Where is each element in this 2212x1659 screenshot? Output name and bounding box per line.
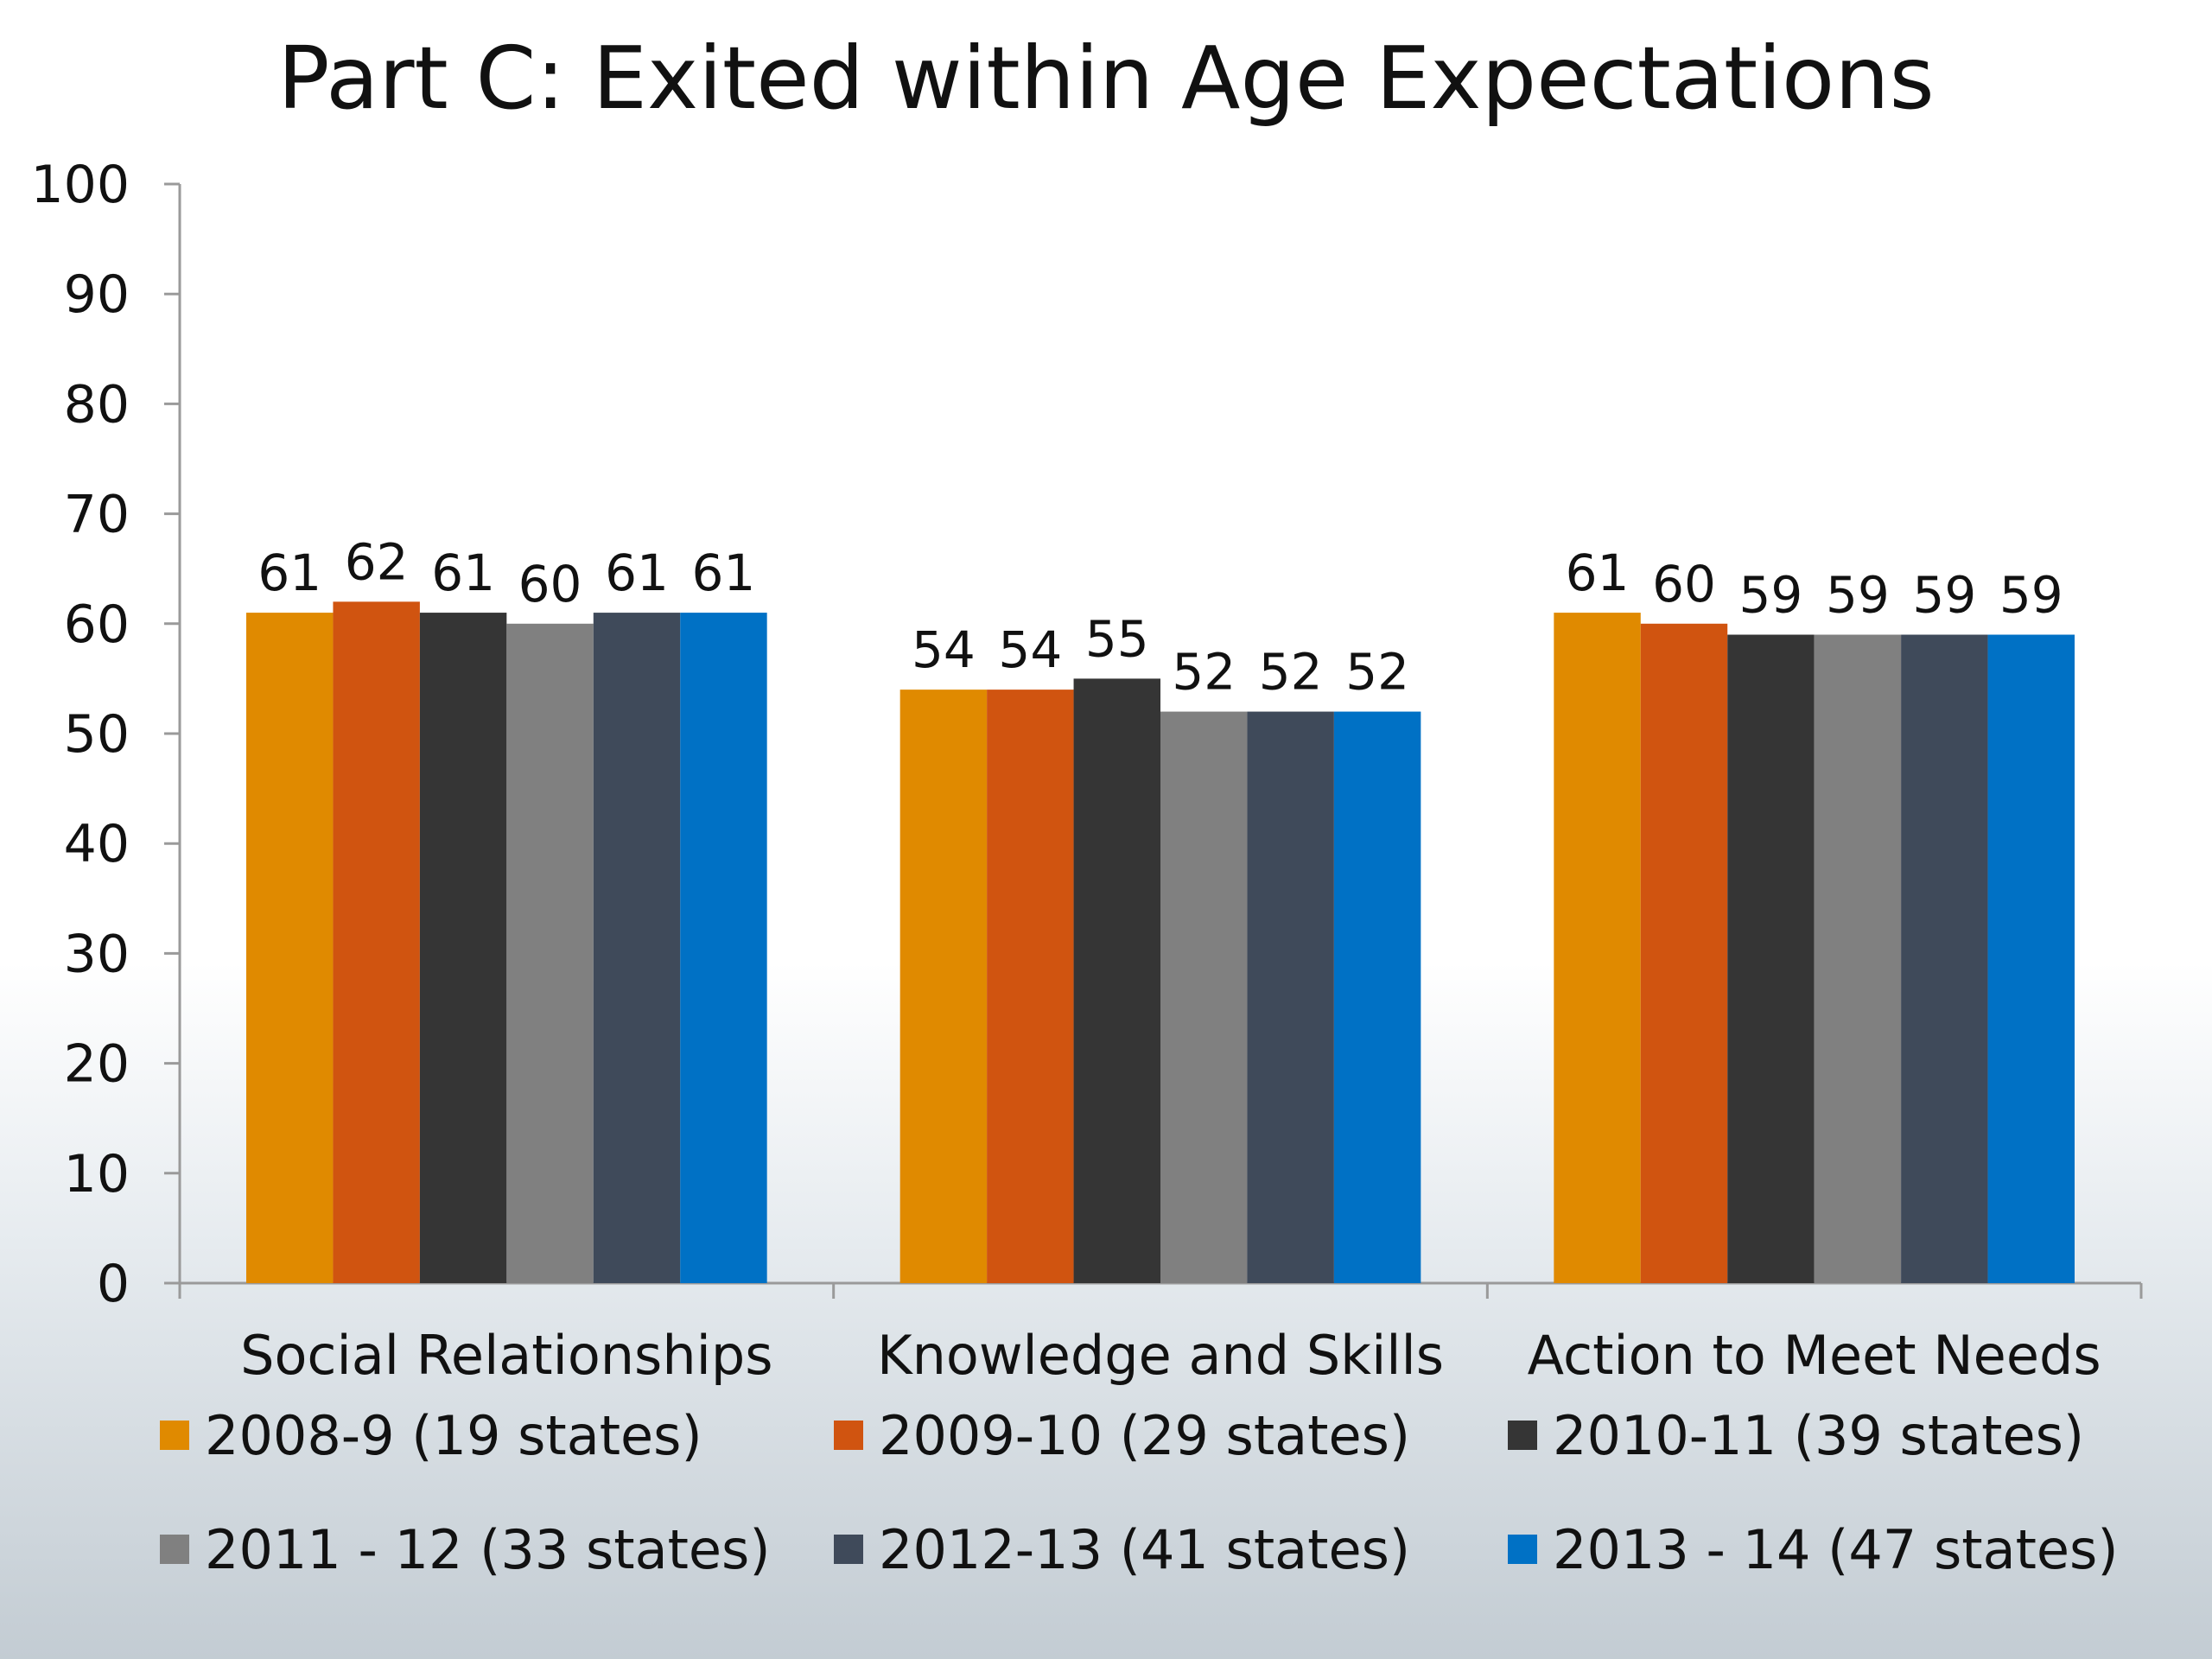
chart-title: Part C: Exited within Age Expectations	[277, 28, 1934, 129]
legend-swatch	[1508, 1535, 1537, 1564]
data-label: 52	[1345, 643, 1409, 702]
data-label: 61	[257, 543, 321, 602]
bar	[1554, 613, 1641, 1283]
bar	[680, 613, 767, 1283]
data-label: 61	[605, 543, 669, 602]
data-label: 59	[1999, 566, 2063, 625]
data-label: 61	[431, 543, 495, 602]
bar	[1987, 634, 2075, 1283]
data-label: 62	[345, 532, 409, 591]
data-label: 52	[1172, 643, 1236, 702]
legend-label: 2011 - 12 (33 states)	[205, 1518, 771, 1581]
y-tick-label: 0	[97, 1254, 130, 1314]
data-label: 60	[1652, 555, 1716, 613]
bar	[1901, 634, 1988, 1283]
bar	[1640, 623, 1728, 1283]
legend-label: 2013 - 14 (47 states)	[1553, 1518, 2119, 1581]
legend-swatch	[834, 1535, 863, 1564]
y-tick-label: 90	[64, 264, 130, 325]
bar	[1814, 634, 1902, 1283]
data-label: 60	[518, 555, 582, 613]
data-label: 59	[1912, 566, 1976, 625]
data-label: 61	[692, 543, 756, 602]
legend-label: 2012-13 (41 states)	[879, 1518, 1410, 1581]
data-label: 59	[1826, 566, 1890, 625]
legend: 2008-9 (19 states) 2009-10 (29 states) 201…	[160, 1404, 2119, 1581]
legend-swatch	[834, 1421, 863, 1450]
bar	[593, 613, 681, 1283]
bar	[1160, 711, 1248, 1283]
data-label: 59	[1739, 566, 1803, 625]
y-tick-label: 60	[64, 594, 130, 655]
data-label: 54	[998, 620, 1062, 679]
y-tick-label: 70	[64, 485, 130, 545]
data-label: 61	[1566, 543, 1630, 602]
legend-label: 2010-11 (39 states)	[1553, 1404, 2084, 1467]
axes: 0 10 20 30 40 50 60 70 80 90 100	[30, 155, 2143, 1314]
bar	[333, 601, 420, 1283]
bar	[506, 623, 594, 1283]
bar	[1073, 678, 1160, 1283]
y-tick-label: 10	[64, 1144, 130, 1205]
legend-swatch	[160, 1535, 189, 1564]
legend-swatch	[1508, 1421, 1537, 1450]
bar	[1727, 634, 1815, 1283]
y-tick-label: 80	[64, 374, 130, 435]
bar	[899, 690, 988, 1283]
data-label: 52	[1259, 643, 1323, 702]
category-labels: Social Relationships Knowledge and Skills…	[240, 1324, 2101, 1387]
bar	[1247, 711, 1334, 1283]
bars	[246, 601, 2075, 1283]
data-labels: 61 62 61 60 61 61 54 54 55 52 52 52 61 60 59 59 59 59	[257, 532, 2063, 701]
data-label: 55	[1085, 609, 1149, 668]
bar	[419, 613, 507, 1283]
bar	[987, 690, 1074, 1283]
bar	[246, 613, 334, 1283]
category-label: Social Relationships	[240, 1324, 772, 1387]
y-tick-label: 20	[64, 1034, 130, 1095]
y-tick-label: 40	[64, 814, 130, 874]
legend-label: 2009-10 (29 states)	[879, 1404, 1410, 1467]
category-label: Action to Meet Needs	[1528, 1324, 2101, 1387]
data-label: 54	[912, 620, 976, 679]
legend-swatch	[160, 1421, 189, 1450]
y-tick-label: 50	[64, 704, 130, 765]
legend-label: 2008-9 (19 states)	[205, 1404, 702, 1467]
bar	[1333, 711, 1421, 1283]
y-tick-label: 30	[64, 924, 130, 984]
category-label: Knowledge and Skills	[877, 1324, 1444, 1387]
y-tick-label: 100	[30, 155, 130, 215]
